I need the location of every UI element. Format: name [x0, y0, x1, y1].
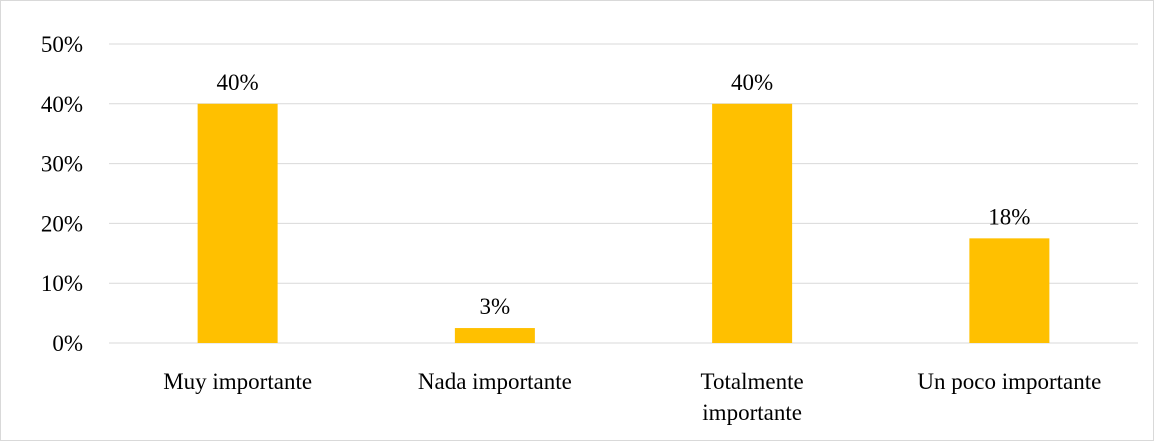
bar	[197, 103, 278, 343]
y-tick-label: 30%	[41, 152, 83, 177]
data-label: 40%	[217, 70, 259, 95]
category-label: Totalmente importante	[701, 369, 804, 425]
y-tick-label: 50%	[41, 32, 83, 57]
category-label: Muy importante	[163, 369, 312, 394]
category-label-line: Totalmente	[701, 369, 804, 394]
category-label-line: importante	[702, 400, 802, 425]
y-tick-label: 10%	[41, 271, 83, 296]
category-labels: Muy importante Nada importante Totalmente i…	[163, 369, 1101, 425]
y-axis-tick-labels: 0% 10% 20% 30% 40% 50%	[41, 32, 83, 356]
data-label: 18%	[988, 204, 1030, 229]
category-label-line: Muy importante	[163, 369, 312, 394]
y-tick-label: 40%	[41, 92, 83, 117]
category-label: Un poco importante	[917, 369, 1101, 394]
bar	[712, 103, 793, 343]
bar	[454, 328, 535, 343]
category-label-line: Nada importante	[418, 369, 572, 394]
data-label: 3%	[480, 294, 511, 319]
y-tick-label: 20%	[41, 211, 83, 236]
data-label: 40%	[731, 70, 773, 95]
data-labels: 40% 3% 40% 18%	[217, 70, 1031, 319]
bar	[969, 238, 1050, 343]
gridlines	[109, 43, 1138, 344]
category-label: Nada importante	[418, 369, 572, 394]
y-tick-label: 0%	[52, 331, 83, 356]
bars	[197, 103, 1050, 343]
category-label-line: Un poco importante	[917, 369, 1101, 394]
